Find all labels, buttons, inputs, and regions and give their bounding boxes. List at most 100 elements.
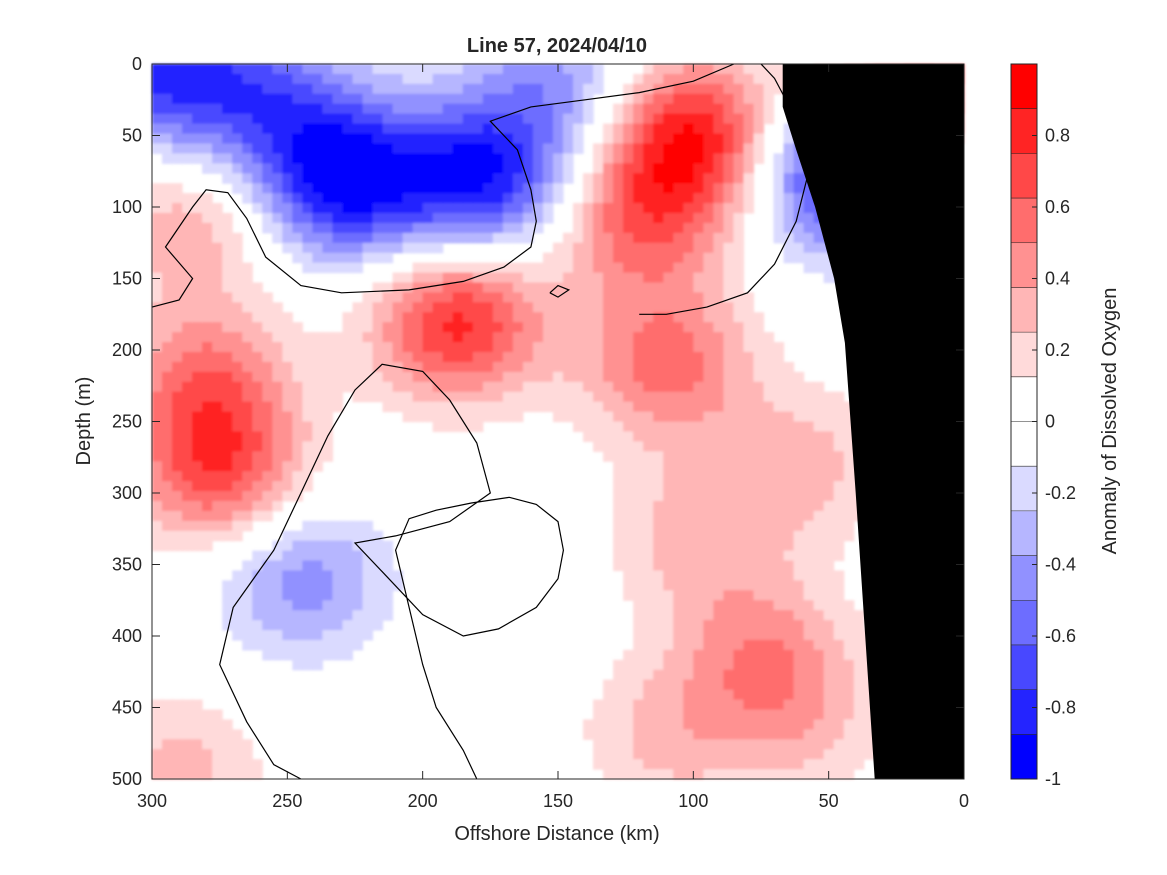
field-cell [733,232,745,244]
field-cell [803,232,815,244]
field-cell [152,401,163,413]
field-cell [432,183,444,194]
field-cell [813,570,825,581]
field-cell [422,242,434,254]
field-cell [733,491,745,502]
field-cell [713,759,724,770]
field-cell [342,639,354,651]
field-cell [723,381,735,393]
field-cell [342,530,354,542]
field-cell [332,371,344,383]
field-cell [382,103,394,115]
field-cell [773,550,785,562]
field-cell [673,163,684,174]
field-cell [312,232,324,244]
field-cell [512,113,524,125]
field-cell [623,441,634,452]
field-cell [292,649,303,661]
field-cell [222,510,233,522]
field-cell [412,292,424,303]
field-cell [312,649,324,661]
field-cell [172,123,183,135]
field-cell [773,560,785,572]
field-cell [613,163,624,174]
field-cell [432,93,444,105]
field-cell [542,371,554,383]
field-cell [152,113,163,125]
field-cell [723,222,735,234]
field-cell [653,679,664,691]
field-cell [262,550,273,562]
field-cell [512,73,524,85]
field-cell [803,471,815,482]
field-cell [713,242,724,254]
field-cell [813,401,825,413]
field-cell [442,381,454,393]
field-cell [623,510,634,522]
field-cell [152,103,163,115]
field-cell [663,600,674,611]
field-cell [222,391,233,403]
field-cell [352,302,364,313]
field-cell [793,520,805,532]
field-cell [743,669,755,681]
field-cell [653,163,664,174]
field-cell [683,381,694,393]
field-cell [733,332,745,343]
field-cell [152,431,163,442]
field-cell [442,113,454,125]
field-cell [763,719,775,730]
field-cell [673,401,684,413]
field-cell [362,530,374,542]
field-cell [272,590,283,601]
colorbar-tick-label: -0.8 [1045,698,1076,718]
field-cell [683,302,694,313]
field-cell [262,570,273,581]
field-cell [252,332,263,343]
field-cell [212,401,223,413]
field-cell [302,103,313,115]
field-cell [482,361,494,373]
field-cell [783,620,795,631]
field-cell [763,401,775,413]
field-cell [432,133,444,145]
field-cell [783,580,795,591]
field-cell [462,381,474,393]
field-cell [192,322,203,333]
field-cell [312,421,324,433]
field-cell [703,332,714,343]
field-cell [492,183,504,194]
field-cell [382,123,394,135]
field-cell [342,93,354,105]
field-cell [683,699,694,711]
field-cell [362,570,374,581]
field-cell [492,312,504,323]
field-cell [843,510,855,522]
field-cell [613,520,624,532]
field-cell [412,163,424,174]
field-cell [552,302,564,313]
field-cell [653,64,664,75]
field-cell [152,381,163,393]
field-cell [342,143,354,154]
field-cell [152,451,163,462]
field-cell [232,401,243,413]
field-cell [552,242,564,254]
field-cell [342,351,354,363]
field-cell [573,371,584,383]
field-cell [603,332,614,343]
field-cell [833,699,845,711]
field-cell [152,729,163,740]
field-cell [663,282,674,293]
field-cell [773,351,785,363]
field-cell [603,421,614,433]
field-cell [813,739,825,750]
field-cell [783,391,795,403]
field-cell [793,242,805,254]
field-cell [853,620,865,631]
field-cell [482,93,494,105]
field-cell [763,83,775,95]
field-cell [783,431,795,442]
field-cell [482,302,494,313]
field-cell [693,212,704,224]
